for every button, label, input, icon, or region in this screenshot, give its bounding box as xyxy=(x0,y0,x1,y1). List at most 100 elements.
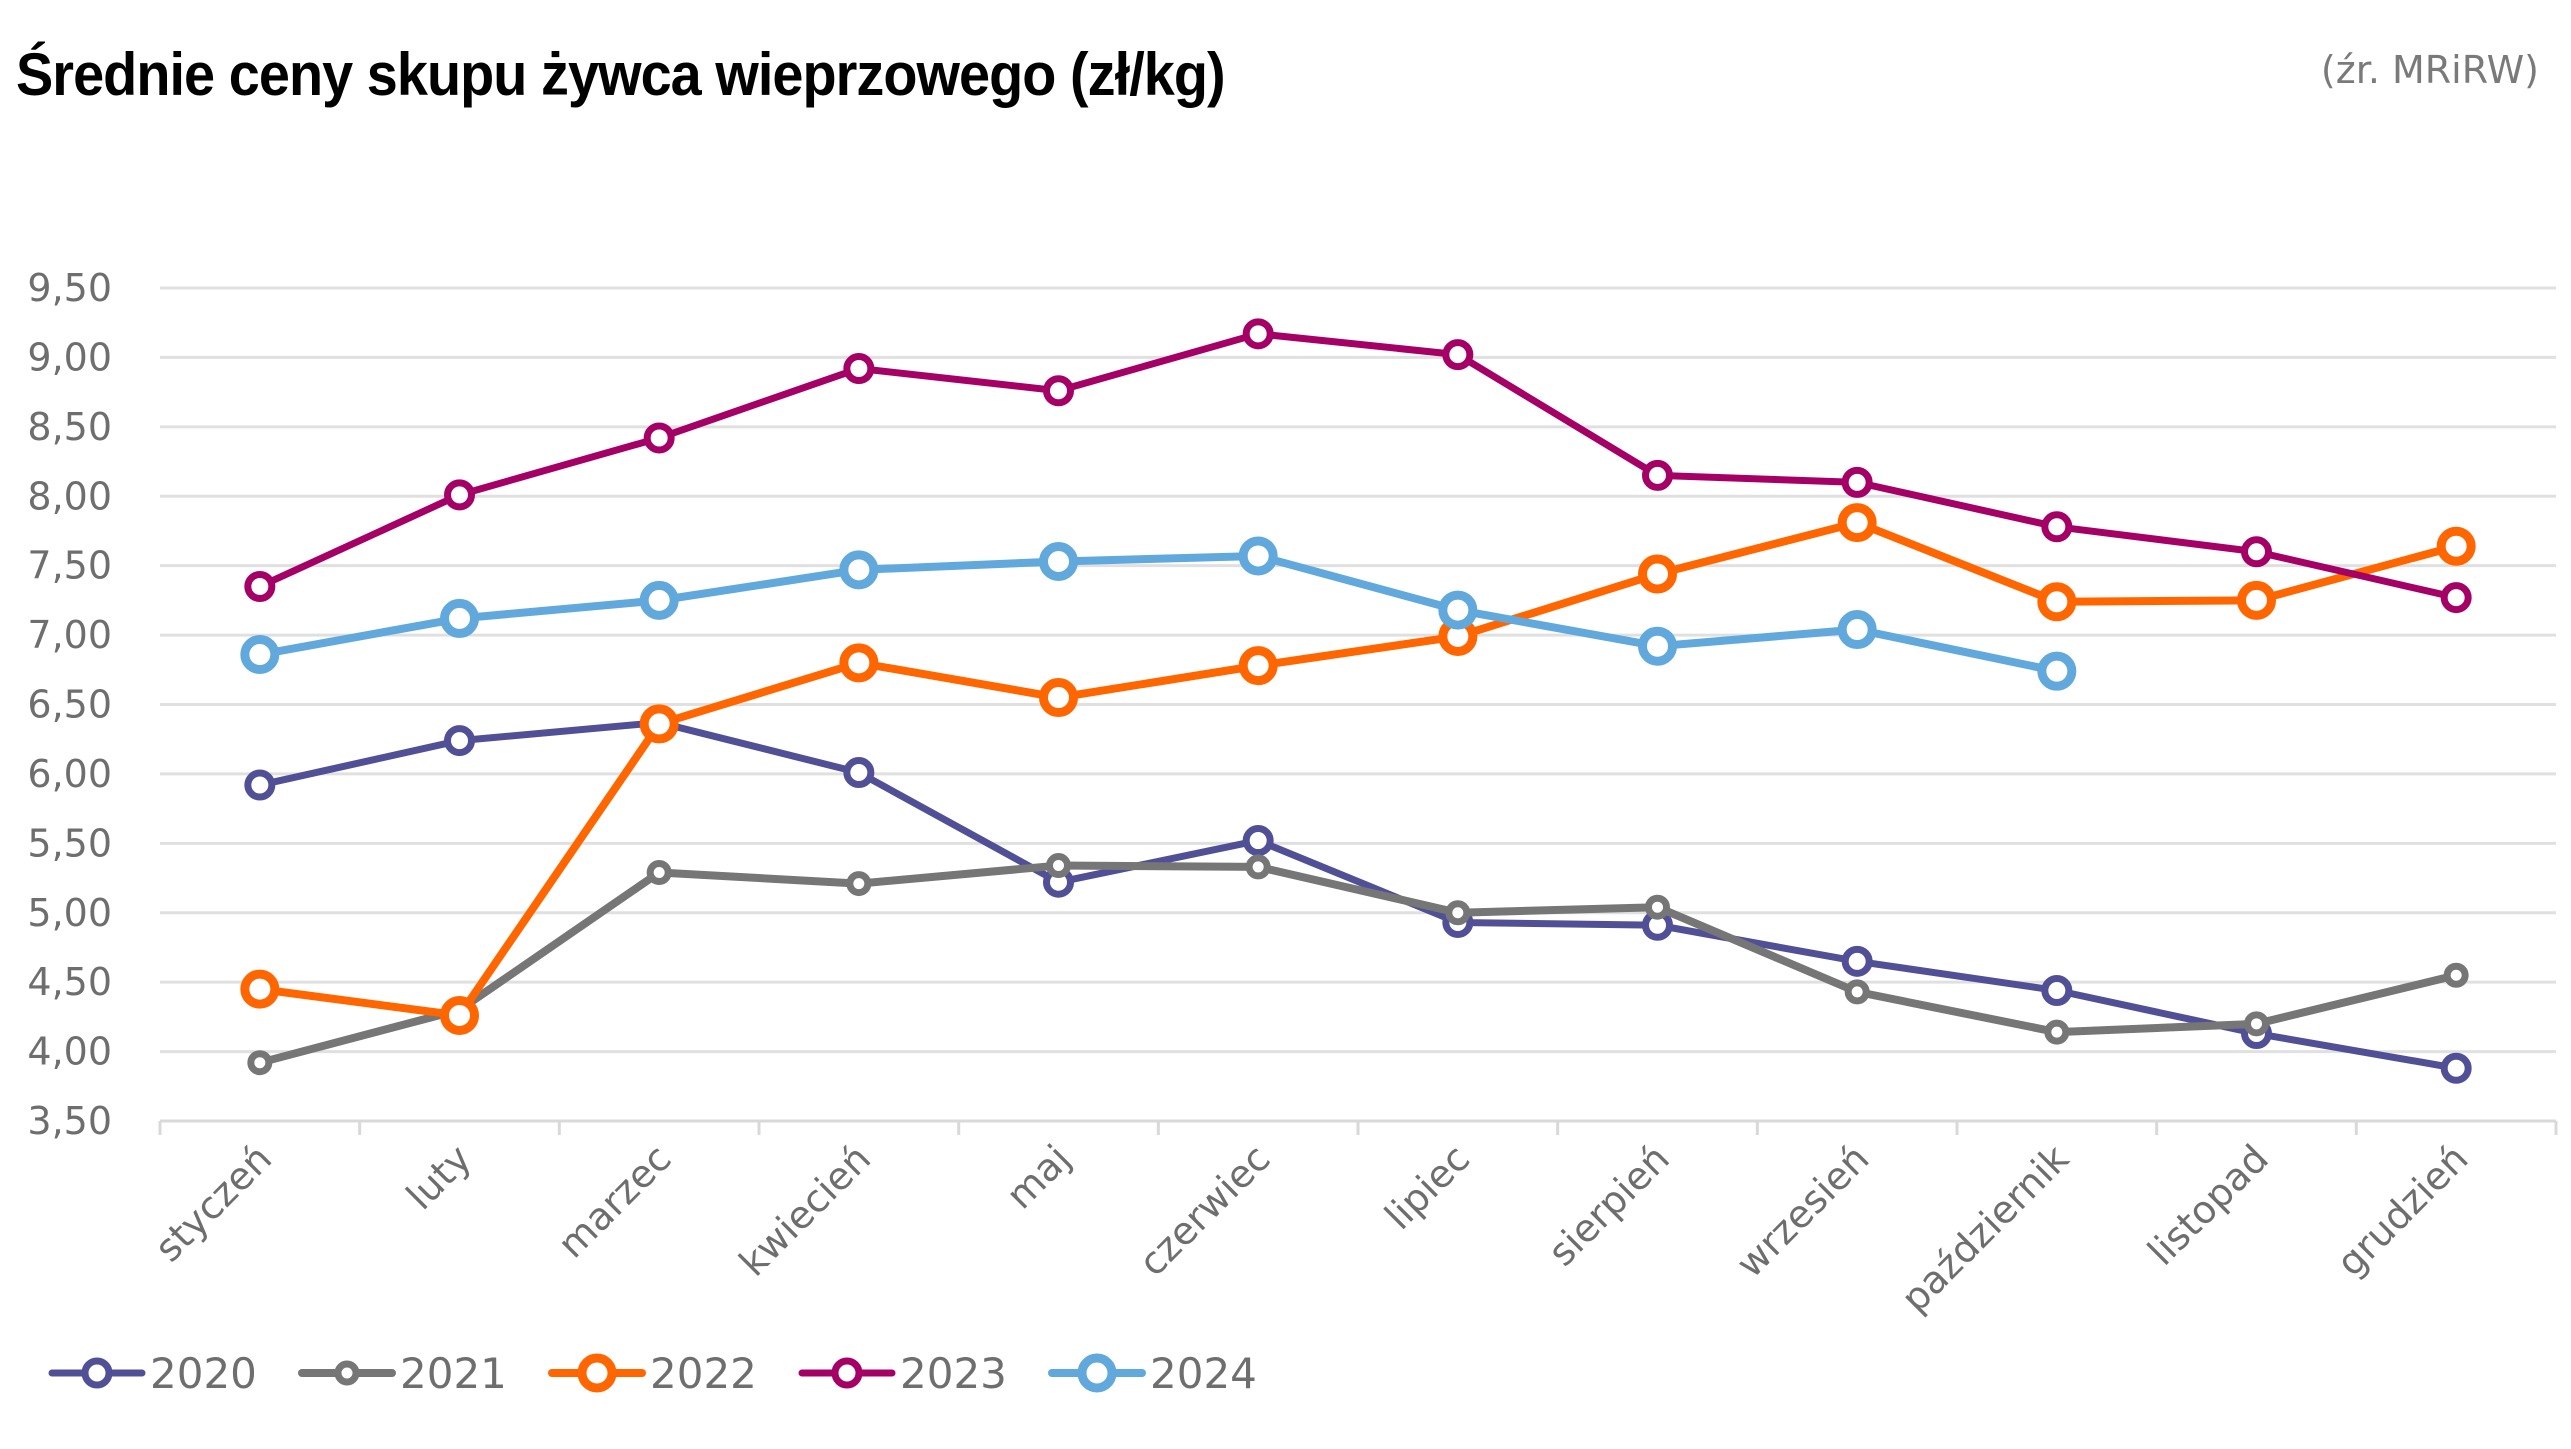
data-point xyxy=(839,643,879,683)
series-line xyxy=(259,551,2058,676)
data-point xyxy=(1238,646,1278,686)
data-point xyxy=(244,570,276,602)
data-point xyxy=(1841,945,1873,977)
data-point xyxy=(846,871,872,897)
series-line xyxy=(259,518,2458,1020)
data-point xyxy=(1043,375,1074,407)
chart-title: Średnie ceny skupu żywca wieprzowego (zł… xyxy=(16,41,1226,108)
series-2021 xyxy=(247,853,2469,1076)
data-point xyxy=(1442,339,1474,371)
data-point xyxy=(1238,536,1278,576)
y-tick-label: 7,00 xyxy=(27,613,112,657)
data-point xyxy=(1242,318,1274,350)
data-point xyxy=(1642,459,1673,491)
y-tick-label: 4,00 xyxy=(27,1030,112,1074)
data-point xyxy=(843,757,875,789)
data-point xyxy=(2041,974,2073,1006)
chart-source: (źr. MRiRW) xyxy=(2320,48,2539,92)
y-tick-label: 7,50 xyxy=(27,544,112,588)
legend-item: 2023 xyxy=(798,1349,1007,1398)
y-tick-label: 5,50 xyxy=(27,821,112,865)
data-point xyxy=(643,422,675,454)
data-point xyxy=(646,859,672,885)
series-2020 xyxy=(244,707,2472,1084)
y-tick-label: 5,00 xyxy=(27,891,112,935)
data-point xyxy=(2037,651,2077,691)
legend-marker xyxy=(831,1357,863,1389)
y-tick-label: 8,00 xyxy=(27,474,112,518)
legend-label: 2024 xyxy=(1150,1349,1257,1398)
data-point xyxy=(1242,825,1274,857)
x-axis: styczeń luty marzec kwiecień maj czerwiec lipi… xyxy=(146,1119,2558,1321)
x-tick-label: grudzień xyxy=(2328,1136,2476,1284)
series-line xyxy=(258,330,2457,602)
data-point xyxy=(2440,1052,2472,1084)
x-tick-label: wrzesień xyxy=(1728,1136,1878,1286)
x-tick-label: luty xyxy=(398,1136,480,1218)
x-tick-label: maj xyxy=(998,1136,1079,1217)
y-tick-label: 8,50 xyxy=(27,405,112,449)
legend-label: 2021 xyxy=(400,1349,507,1398)
data-point xyxy=(2436,526,2476,566)
data-point xyxy=(843,353,875,385)
data-point xyxy=(839,550,879,590)
legend-marker xyxy=(334,1360,360,1386)
data-point xyxy=(639,580,679,620)
data-point xyxy=(1445,900,1471,926)
data-point xyxy=(1638,554,1677,594)
data-point xyxy=(440,995,479,1035)
data-point xyxy=(247,1050,273,1076)
legend-item: 2024 xyxy=(1048,1349,1257,1398)
gridlines xyxy=(160,286,2556,1054)
legend-item: 2022 xyxy=(548,1349,757,1398)
legend-marker xyxy=(81,1357,113,1389)
data-point xyxy=(2037,582,2077,622)
data-point xyxy=(2044,1019,2070,1045)
data-point xyxy=(2244,1011,2269,1037)
data-point xyxy=(2443,962,2469,988)
data-point xyxy=(2241,536,2272,568)
legend-label: 2023 xyxy=(900,1349,1007,1398)
data-point xyxy=(1645,894,1670,920)
legend: 2020 2021 2022 2023 2024 xyxy=(48,1349,1257,1398)
legend-label: 2020 xyxy=(150,1349,257,1398)
x-tick-label: marzec xyxy=(549,1136,679,1266)
y-tick-label: 9,50 xyxy=(27,266,112,310)
series-2024 xyxy=(240,536,2077,691)
series-2023 xyxy=(244,318,2472,614)
x-tick-label: październik xyxy=(1893,1136,2078,1321)
legend-marker xyxy=(577,1353,617,1393)
y-tick-label: 6,00 xyxy=(27,752,112,796)
data-point xyxy=(1245,854,1271,880)
data-point xyxy=(240,635,280,675)
series-2022 xyxy=(240,503,2476,1035)
legend-marker xyxy=(1077,1353,1117,1393)
data-point xyxy=(1844,979,1870,1005)
x-tick-label: kwiecień xyxy=(731,1136,879,1284)
legend-item: 2021 xyxy=(298,1349,507,1398)
data-point xyxy=(1039,542,1078,582)
legend-label: 2022 xyxy=(650,1349,757,1398)
x-tick-label: styczeń xyxy=(146,1136,280,1270)
y-tick-label: 6,50 xyxy=(27,683,112,727)
data-point xyxy=(1837,610,1877,650)
data-point xyxy=(444,725,475,757)
data-point xyxy=(1438,590,1478,630)
x-tick-label: sierpień xyxy=(1540,1136,1678,1274)
data-point xyxy=(1841,466,1873,498)
data-point xyxy=(2041,511,2073,543)
data-point xyxy=(240,969,280,1009)
data-point xyxy=(639,704,679,744)
x-tick-label: lipiec xyxy=(1376,1136,1478,1238)
data-point xyxy=(444,479,475,511)
data-point xyxy=(1638,626,1677,666)
data-point xyxy=(2237,580,2276,620)
series-line xyxy=(258,861,2458,1067)
y-tick-label: 4,50 xyxy=(27,960,112,1004)
series-line xyxy=(259,719,2457,1072)
y-axis: 9,50 9,00 8,50 8,00 7,50 7,00 6,50 6,00 5,50 5,00… xyxy=(27,266,112,1143)
data-point xyxy=(1046,853,1071,879)
x-tick-label: czerwiec xyxy=(1130,1136,1278,1284)
data-point xyxy=(2440,582,2472,614)
